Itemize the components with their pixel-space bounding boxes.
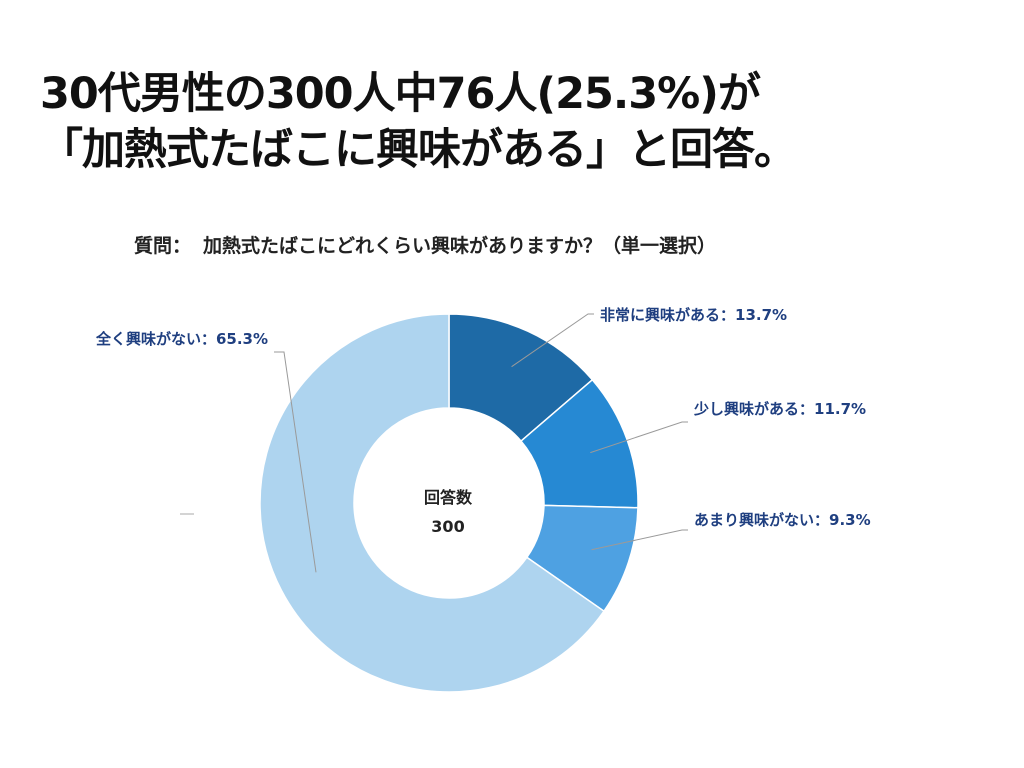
leader-line [274,351,317,573]
leader-line [591,529,688,551]
leader-line [511,313,594,368]
slice-label: 非常に興味がある：13.7% [600,306,787,324]
question-text: 質問： 加熱式たばこにどれくらい興味がありますか？（単一選択） [134,232,716,260]
question-body: 加熱式たばこにどれくらい興味がありますか？（単一選択） [203,235,717,257]
leader-lines [274,313,688,573]
slice-label: あまり興味がない：9.3% [694,511,871,529]
donut-slices [259,313,639,693]
headline: 30代男性の300人中76人(25.3%)が 「加熱式たばこに興味がある」と回答… [40,66,1000,178]
headline-line-1: 30代男性の300人中76人(25.3%)が [40,69,761,119]
donut-slice [259,313,606,693]
slice-label: 少し興味がある：11.7% [693,400,866,418]
center-label: 回答数 [424,488,473,507]
slice-labels: 非常に興味がある：13.7% 少し興味がある：11.7% あまり興味がない：9.3%… [95,306,871,529]
question-prefix: 質問： [134,235,192,257]
center-value: 300 [431,517,464,536]
slice-label: 全く興味がない：65.3% [95,330,268,348]
headline-line-2: 「加熱式たばこに興味がある」と回答。 [40,125,797,175]
leader-line [590,421,688,454]
